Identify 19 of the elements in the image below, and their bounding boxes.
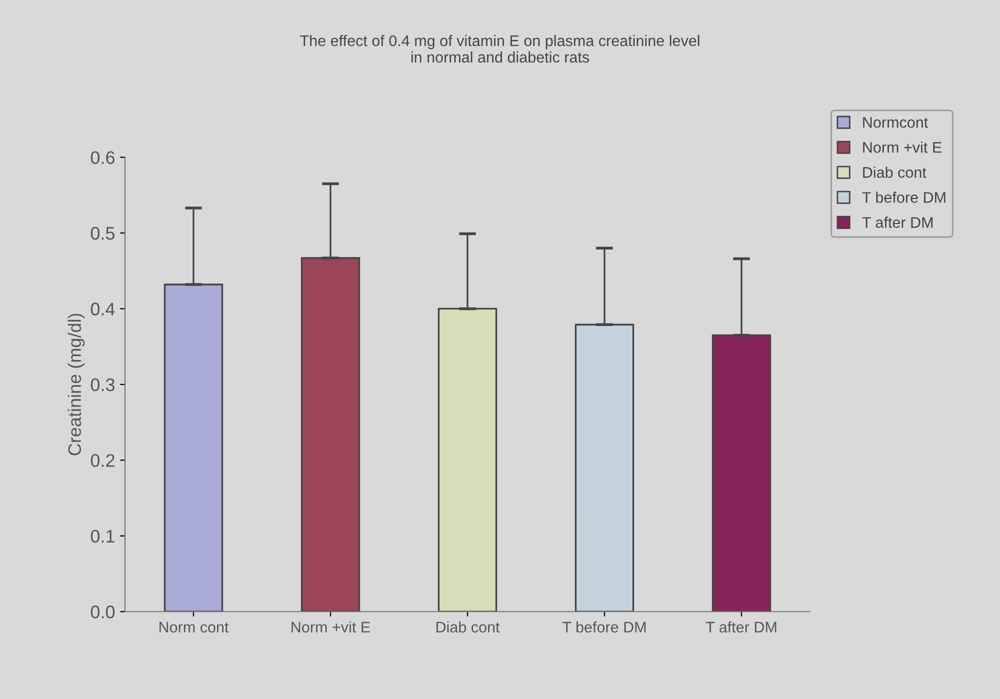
y-tick-label: 0.2 xyxy=(90,454,114,467)
y-tick-label: 0.0 xyxy=(90,606,115,618)
y-tick-label: 0.5 xyxy=(90,226,115,240)
legend-label: Diab cont xyxy=(863,166,926,178)
y-axis-title: Creatinine (mg/dl) xyxy=(68,314,85,456)
x-tick-label: T after DM xyxy=(706,621,776,633)
legend-label: Norm +vit E xyxy=(863,142,942,153)
legend-label: T before DM xyxy=(862,192,946,203)
x-tick-label: Norm cont xyxy=(160,622,229,633)
y-tick-label: 0.3 xyxy=(90,378,114,392)
legend-label: Normcont xyxy=(863,117,928,128)
y-tick-label: 0.1 xyxy=(90,530,114,543)
x-tick-label: Norm +vit E xyxy=(292,621,370,633)
y-tick-label: 0.6 xyxy=(90,151,114,164)
x-tick-label: Diab cont xyxy=(436,621,500,633)
y-tick-label: 0.4 xyxy=(90,302,115,316)
legend-label: T after DM xyxy=(862,216,933,228)
chart-title: The effect of 0.4 mg of vitamin E on plasma creatinine level in normal and diabetic rats xyxy=(300,34,700,63)
x-tick-label: T before DM xyxy=(562,621,646,633)
